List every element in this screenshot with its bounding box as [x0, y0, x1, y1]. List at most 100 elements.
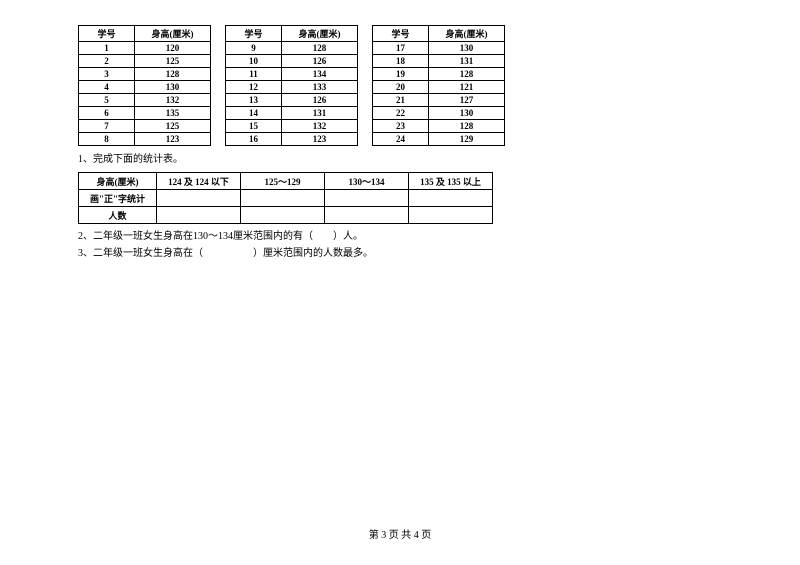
- cell-id: 13: [226, 94, 282, 107]
- table-header-row: 学号 身高(厘米): [226, 26, 358, 42]
- cell-id: 15: [226, 120, 282, 133]
- table-row: 4130: [79, 81, 211, 94]
- cell-height: 121: [429, 81, 505, 94]
- table-row: 2125: [79, 55, 211, 68]
- summary-range: 124 及 124 以下: [157, 173, 241, 190]
- table-row: 12133: [226, 81, 358, 94]
- cell-id: 8: [79, 133, 135, 146]
- table-row: 17130: [373, 42, 505, 55]
- summary-label: 身高(厘米): [79, 173, 157, 190]
- cell-height: 123: [135, 133, 211, 146]
- summary-range: 125～129: [241, 173, 325, 190]
- cell-id: 24: [373, 133, 429, 146]
- table-row: 3128: [79, 68, 211, 81]
- cell-id: 1: [79, 42, 135, 55]
- summary-cell: [325, 207, 409, 224]
- table-row: 11134: [226, 68, 358, 81]
- table-row: 7125: [79, 120, 211, 133]
- header-height: 身高(厘米): [282, 26, 358, 42]
- cell-id: 10: [226, 55, 282, 68]
- cell-id: 22: [373, 107, 429, 120]
- summary-row-tally: 画"正"字统计: [79, 190, 493, 207]
- data-table-3: 学号 身高(厘米) 17130 18131 19128 20121 21127 …: [372, 25, 505, 146]
- summary-cell: [157, 190, 241, 207]
- summary-range: 130～134: [325, 173, 409, 190]
- table-row: 14131: [226, 107, 358, 120]
- cell-height: 127: [429, 94, 505, 107]
- summary-label: 人数: [79, 207, 157, 224]
- summary-cell: [157, 207, 241, 224]
- table-header-row: 学号 身高(厘米): [79, 26, 211, 42]
- cell-height: 129: [429, 133, 505, 146]
- cell-id: 2: [79, 55, 135, 68]
- cell-height: 120: [135, 42, 211, 55]
- cell-height: 125: [135, 55, 211, 68]
- cell-id: 9: [226, 42, 282, 55]
- cell-height: 132: [282, 120, 358, 133]
- cell-id: 18: [373, 55, 429, 68]
- table-row: 18131: [373, 55, 505, 68]
- summary-cell: [409, 190, 493, 207]
- cell-height: 128: [282, 42, 358, 55]
- cell-id: 12: [226, 81, 282, 94]
- data-table-2: 学号 身高(厘米) 9128 10126 11134 12133 13126 1…: [225, 25, 358, 146]
- table-row: 23128: [373, 120, 505, 133]
- cell-height: 128: [135, 68, 211, 81]
- cell-id: 20: [373, 81, 429, 94]
- cell-id: 6: [79, 107, 135, 120]
- table-row: 9128: [226, 42, 358, 55]
- table-row: 1120: [79, 42, 211, 55]
- data-table-1: 学号 身高(厘米) 1120 2125 3128 4130 5132 6135 …: [78, 25, 211, 146]
- cell-height: 130: [429, 42, 505, 55]
- cell-id: 11: [226, 68, 282, 81]
- summary-cell: [409, 207, 493, 224]
- cell-height: 126: [282, 55, 358, 68]
- summary-row-header: 身高(厘米) 124 及 124 以下 125～129 130～134 135 …: [79, 173, 493, 190]
- cell-height: 131: [282, 107, 358, 120]
- cell-height: 130: [135, 81, 211, 94]
- table-row: 19128: [373, 68, 505, 81]
- table-row: 24129: [373, 133, 505, 146]
- cell-id: 14: [226, 107, 282, 120]
- table-row: 15132: [226, 120, 358, 133]
- table-row: 16123: [226, 133, 358, 146]
- question-1: 1、完成下面的统计表。: [78, 152, 800, 168]
- cell-id: 5: [79, 94, 135, 107]
- cell-height: 125: [135, 120, 211, 133]
- cell-height: 126: [282, 94, 358, 107]
- table-header-row: 学号 身高(厘米): [373, 26, 505, 42]
- cell-height: 128: [429, 120, 505, 133]
- cell-height: 135: [135, 107, 211, 120]
- data-tables-container: 学号 身高(厘米) 1120 2125 3128 4130 5132 6135 …: [78, 25, 800, 146]
- question-2: 2、二年级一班女生身高在130～134厘米范围内的有（ ）人。: [78, 228, 800, 245]
- summary-row-count: 人数: [79, 207, 493, 224]
- cell-height: 134: [282, 68, 358, 81]
- cell-height: 130: [429, 107, 505, 120]
- header-id: 学号: [79, 26, 135, 42]
- cell-id: 19: [373, 68, 429, 81]
- cell-id: 21: [373, 94, 429, 107]
- summary-range: 135 及 135 以上: [409, 173, 493, 190]
- cell-id: 17: [373, 42, 429, 55]
- header-height: 身高(厘米): [429, 26, 505, 42]
- table-row: 22130: [373, 107, 505, 120]
- table-row: 10126: [226, 55, 358, 68]
- header-id: 学号: [373, 26, 429, 42]
- cell-height: 132: [135, 94, 211, 107]
- table-row: 8123: [79, 133, 211, 146]
- summary-label: 画"正"字统计: [79, 190, 157, 207]
- header-height: 身高(厘米): [135, 26, 211, 42]
- table-row: 20121: [373, 81, 505, 94]
- summary-cell: [241, 190, 325, 207]
- table-row: 13126: [226, 94, 358, 107]
- page-footer: 第 3 页 共 4 页: [0, 526, 800, 541]
- table-row: 6135: [79, 107, 211, 120]
- summary-table: 身高(厘米) 124 及 124 以下 125～129 130～134 135 …: [78, 172, 493, 224]
- cell-id: 23: [373, 120, 429, 133]
- cell-height: 128: [429, 68, 505, 81]
- question-3: 3、二年级一班女生身高在（ ）厘米范围内的人数最多。: [78, 245, 800, 262]
- summary-cell: [325, 190, 409, 207]
- cell-id: 16: [226, 133, 282, 146]
- cell-height: 131: [429, 55, 505, 68]
- table-row: 5132: [79, 94, 211, 107]
